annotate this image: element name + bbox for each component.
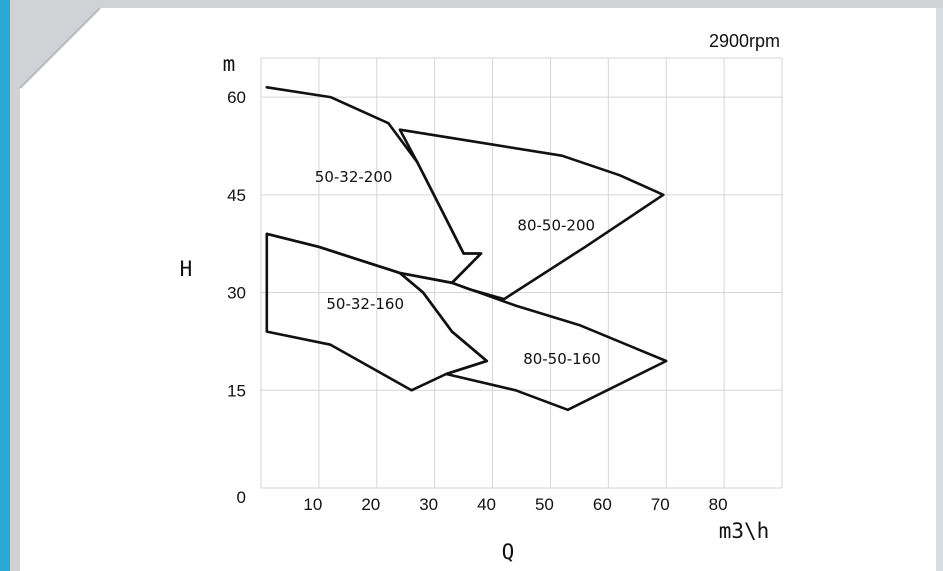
region-outline-80-50-160 [398, 271, 668, 412]
speed-label: 2900rpm [709, 31, 780, 51]
x-tick-label: 40 [477, 495, 496, 514]
region-label-50-32-200: 50-32-200 [315, 168, 393, 186]
x-tick-label: 50 [535, 495, 554, 514]
frame-accent [0, 0, 10, 571]
frame-bevel-line [19, 7, 101, 89]
x-axis-unit: m3\h [719, 519, 770, 543]
x-axis-ticks: 10 20 30 40 50 60 70 80 [303, 495, 727, 514]
x-tick-label: 60 [593, 495, 612, 514]
region-label-50-32-160: 50-32-160 [326, 295, 404, 313]
x-tick-label: 10 [303, 495, 322, 514]
region-label-80-50-160: 80-50-160 [523, 350, 601, 368]
y-tick-label: 45 [227, 186, 246, 205]
y-axis-title: H [180, 257, 193, 281]
y-tick-label: 30 [227, 284, 246, 303]
x-tick-label: 20 [361, 495, 380, 514]
x-tick-label: 80 [709, 495, 728, 514]
region-label-80-50-200: 80-50-200 [517, 217, 595, 235]
y-axis-unit: m [223, 52, 236, 76]
y-axis-ticks: 0 15 30 45 60 [227, 88, 246, 507]
x-tick-label: 70 [651, 495, 670, 514]
chart-grid [260, 57, 783, 489]
y-tick-label: 60 [227, 88, 246, 107]
x-tick-label: 30 [419, 495, 438, 514]
y-tick-label: 15 [227, 381, 246, 400]
region-labels: 50-32-200 80-50-200 50-32-160 80-50-160 [315, 168, 601, 368]
pump-regions [265, 86, 668, 412]
region-outline-80-50-200 [398, 128, 665, 301]
y-tick-label: 0 [237, 488, 246, 507]
frame-right-edge [936, 8, 943, 571]
x-axis-title: Q [502, 540, 515, 564]
